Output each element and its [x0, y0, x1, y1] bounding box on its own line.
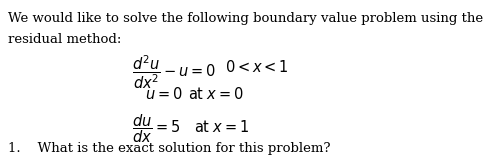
Text: $u = 0$: $u = 0$ — [144, 86, 182, 102]
Text: residual method:: residual method: — [8, 33, 121, 46]
Text: $\dfrac{d^2u}{dx^2} - u = 0$: $\dfrac{d^2u}{dx^2} - u = 0$ — [132, 53, 216, 91]
Text: $\dfrac{du}{dx} = 5$: $\dfrac{du}{dx} = 5$ — [132, 112, 180, 145]
Text: $0 < x < 1$: $0 < x < 1$ — [226, 59, 289, 75]
Text: $\mathrm{at}\; x = 1$: $\mathrm{at}\; x = 1$ — [194, 119, 249, 135]
Text: We would like to solve the following boundary value problem using the weighted: We would like to solve the following bou… — [8, 12, 486, 25]
Text: $\mathrm{at}\; x = 0$: $\mathrm{at}\; x = 0$ — [188, 86, 244, 102]
Text: 1.    What is the exact solution for this problem?: 1. What is the exact solution for this p… — [8, 142, 330, 155]
